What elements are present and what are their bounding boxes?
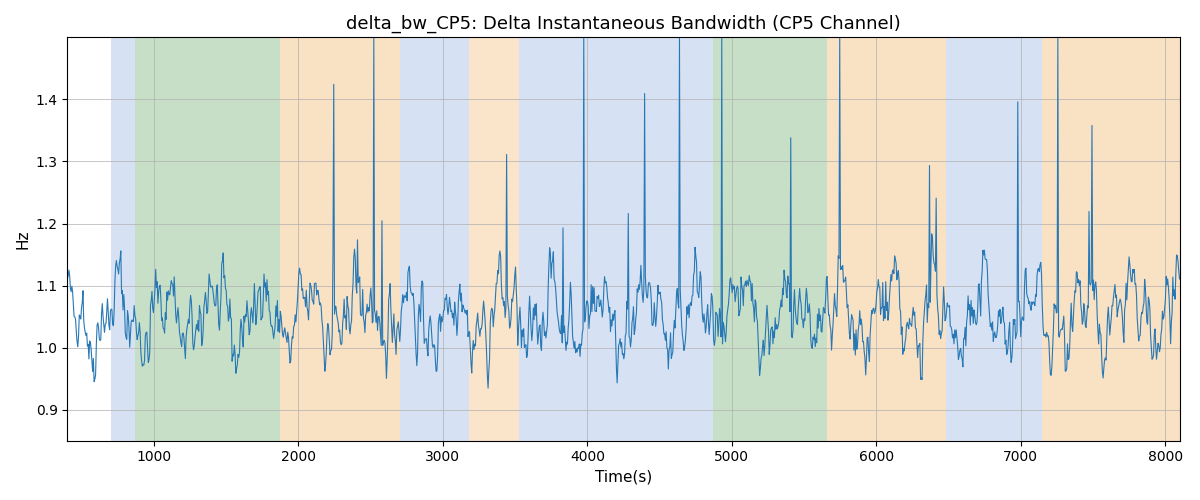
X-axis label: Time(s): Time(s): [595, 470, 652, 485]
Bar: [713, 38, 827, 440]
Bar: [520, 38, 713, 440]
Bar: [469, 38, 520, 440]
Bar: [1043, 38, 1180, 440]
Bar: [136, 38, 280, 440]
Bar: [280, 38, 400, 440]
Bar: [827, 38, 946, 440]
Title: delta_bw_CP5: Delta Instantaneous Bandwidth (CP5 Channel): delta_bw_CP5: Delta Instantaneous Bandwi…: [346, 15, 901, 34]
Y-axis label: Hz: Hz: [16, 230, 30, 249]
Bar: [110, 38, 136, 440]
Bar: [946, 38, 1043, 440]
Bar: [400, 38, 469, 440]
